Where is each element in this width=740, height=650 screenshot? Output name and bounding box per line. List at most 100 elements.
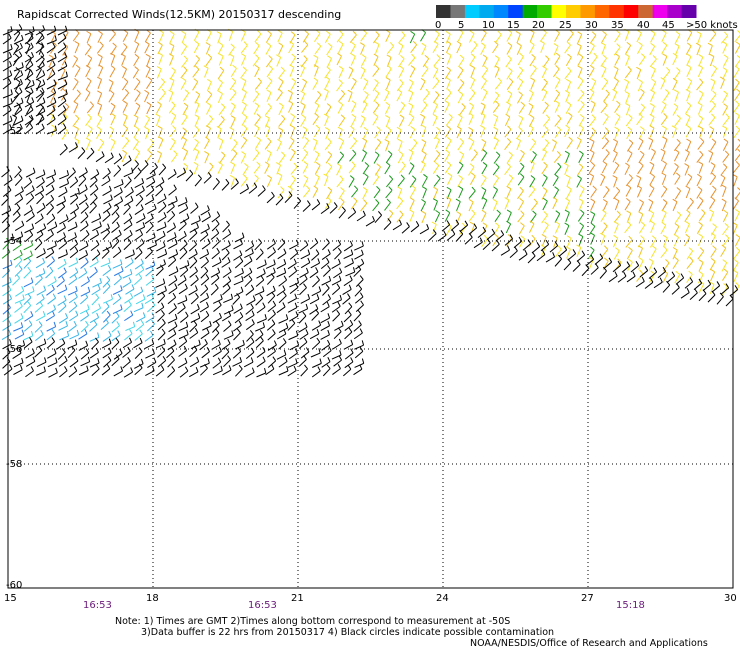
wind-barb: [133, 167, 142, 180]
wind-barb: [241, 113, 248, 126]
wind-barb: [287, 89, 293, 103]
wind-barb: [180, 311, 189, 323]
wind-barb: [707, 42, 713, 56]
wind-barb: [710, 232, 716, 245]
wind-barb: [310, 348, 321, 358]
wind-barb: [541, 148, 548, 161]
wind-barb: [349, 137, 358, 150]
wind-barb: [373, 53, 379, 66]
wind-barb: [288, 100, 294, 113]
wind-barb: [68, 274, 78, 286]
wind-barb: [256, 268, 266, 279]
wind-barb: [46, 329, 56, 341]
wind-barb: [362, 78, 369, 91]
wind-barb: [708, 150, 714, 163]
wind-barb: [322, 346, 332, 358]
wind-barb: [288, 137, 295, 150]
wind-barb: [36, 293, 45, 306]
wind-barb: [529, 175, 536, 188]
wind-barb: [464, 233, 473, 245]
wind-barb: [177, 275, 187, 286]
wind-barb: [722, 268, 729, 281]
wind-barb: [624, 90, 630, 104]
wind-barb: [132, 137, 139, 151]
wind-barb: [230, 102, 236, 115]
wind-barb: [134, 347, 143, 359]
wind-barb: [312, 337, 321, 350]
wind-barb: [228, 28, 234, 42]
wind-barb: [660, 101, 667, 114]
wind-barb: [267, 356, 277, 368]
wind-barb: [636, 29, 642, 43]
wind-barb: [133, 53, 140, 67]
wind-barb: [229, 53, 235, 67]
wind-barb: [177, 197, 188, 207]
wind-barb: [309, 294, 320, 305]
wind-barb: [134, 40, 140, 54]
wind-barb: [218, 53, 224, 66]
wind-barb: [113, 153, 123, 165]
wind-barb: [80, 286, 91, 297]
wind-barb: [698, 259, 704, 272]
wind-barb: [433, 54, 441, 67]
wind-barb: [124, 249, 135, 259]
wind-barb: [661, 125, 667, 138]
wind-barb: [420, 29, 427, 42]
wind-barb: [36, 357, 47, 367]
wind-barb: [233, 328, 241, 341]
wind-barb: [188, 248, 198, 260]
wind-barb: [432, 198, 438, 211]
wind-barb: [468, 138, 475, 151]
wind-barb: [113, 273, 122, 286]
wind-barb: [147, 319, 155, 332]
wind-barb: [189, 327, 199, 339]
wind-barb: [576, 43, 582, 56]
wind-barb: [57, 249, 68, 259]
wind-barb: [147, 357, 157, 369]
wind-barb: [122, 136, 130, 149]
wind-barb: [697, 115, 704, 128]
wind-barb: [2, 311, 12, 323]
wind-barb: [331, 275, 342, 286]
wind-barb: [554, 114, 562, 127]
wind-barb: [201, 211, 211, 223]
wind-barb: [38, 42, 44, 55]
wind-barb: [725, 294, 734, 307]
wind-barb: [397, 151, 404, 164]
wind-barb: [13, 51, 23, 63]
wind-barb: [13, 322, 24, 332]
wind-barb: [1, 221, 11, 233]
wind-barb: [178, 203, 189, 214]
wind-barb: [343, 310, 352, 323]
wind-barb: [671, 283, 680, 295]
scale-label-45: 45: [662, 20, 675, 31]
wind-barb: [541, 174, 548, 187]
wind-barb: [58, 186, 68, 198]
wind-barb: [229, 127, 235, 140]
wind-barb: [321, 357, 331, 368]
wind-barb: [303, 185, 311, 198]
wind-barb: [639, 126, 645, 139]
wind-barb: [613, 43, 621, 56]
wind-barb: [685, 89, 691, 102]
wind-barb: [397, 174, 405, 187]
wind-barb: [493, 126, 499, 140]
wind-barb: [288, 40, 295, 54]
wind-barb: [158, 78, 166, 91]
wind-barb: [541, 234, 547, 247]
wind-barb: [110, 42, 117, 55]
scale-bin: [638, 5, 654, 18]
wind-barb: [57, 258, 67, 270]
wind-barb: [566, 29, 574, 42]
wind-barb: [230, 149, 238, 162]
wind-barb: [601, 77, 609, 90]
wind-barb: [444, 209, 451, 222]
wind-barb: [680, 287, 690, 299]
wind-barb: [122, 277, 132, 288]
wind-barb: [85, 77, 92, 90]
wind-barb: [432, 91, 440, 104]
wind-barb: [320, 329, 330, 340]
wind-barb: [696, 186, 703, 199]
wind-barb: [527, 251, 536, 264]
wind-barb: [344, 319, 354, 331]
